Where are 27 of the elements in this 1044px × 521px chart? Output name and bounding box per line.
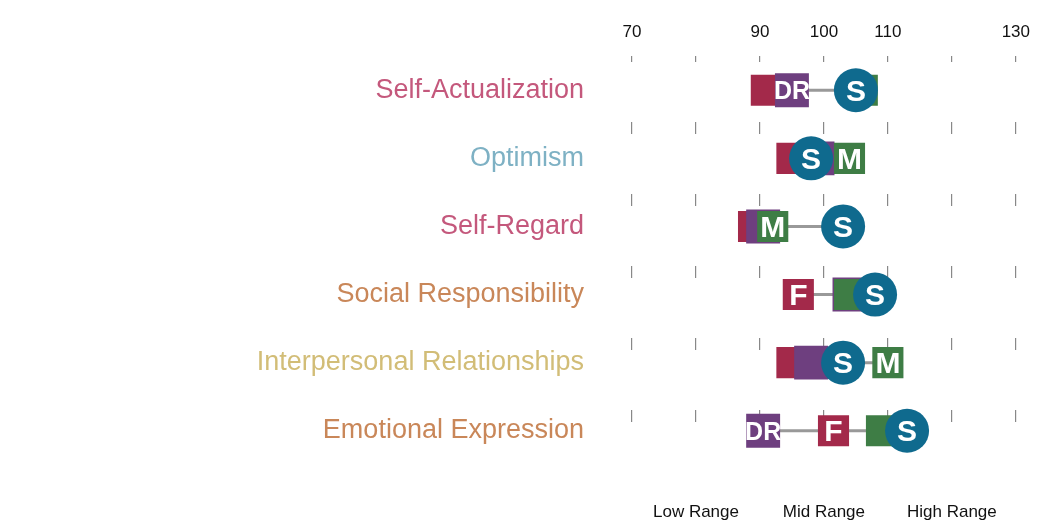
y-tick-label: Self-Regard [439, 209, 584, 240]
text: Low Range [652, 502, 739, 521]
y-tick-label: Optimism [470, 141, 584, 172]
x-tick-label: 70 [622, 21, 642, 41]
series-label: S [897, 414, 918, 448]
text: F [824, 414, 843, 448]
x-tick-label: 90 [750, 21, 770, 41]
y-tick-label: Self-Actualization [375, 73, 584, 104]
series-label: DR [773, 76, 810, 105]
text: S [833, 209, 854, 243]
text: Mid Range [782, 502, 866, 521]
y-tick-label: Emotional Expression [322, 414, 584, 445]
series-label: M [837, 141, 862, 175]
text: S [865, 277, 886, 311]
x-tick-label: 130 [1001, 21, 1031, 41]
x-tick-label: 110 [874, 21, 902, 41]
text: DR [745, 416, 782, 445]
text: High Range [906, 502, 997, 521]
text: S [801, 141, 822, 175]
text: M [760, 209, 786, 243]
y-tick-label: Social Responsibility [336, 278, 585, 308]
text: M [875, 345, 901, 379]
y-tick-label: Interpersonal Relationships [256, 346, 584, 377]
text: S [845, 73, 866, 107]
text: S [833, 345, 854, 379]
series-label: F [789, 277, 808, 311]
x-tick-label: 100 [809, 21, 839, 41]
